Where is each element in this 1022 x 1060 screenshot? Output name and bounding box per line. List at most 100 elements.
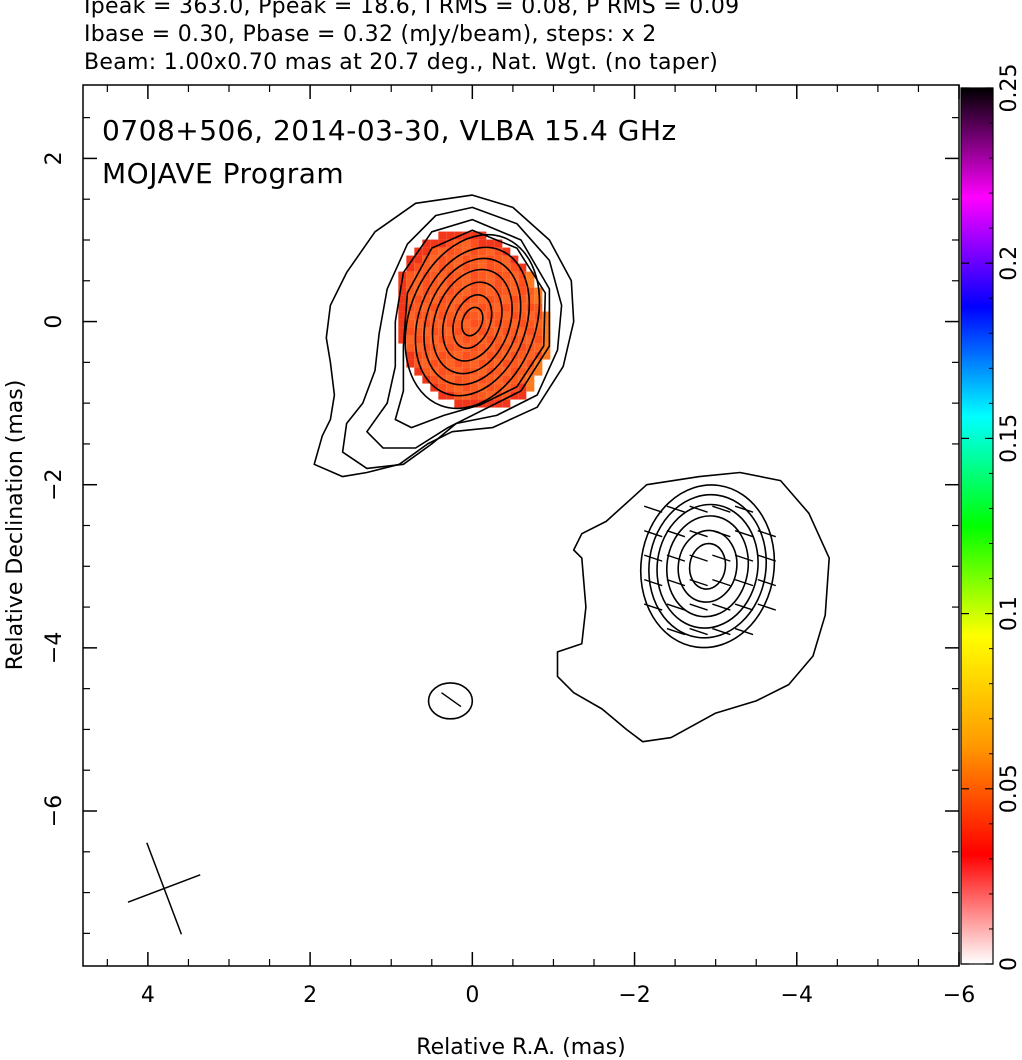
- polarization-pixel: [486, 239, 495, 248]
- evpa-vector: [734, 603, 754, 611]
- polarization-pixel: [470, 287, 479, 296]
- polarization-pixel: [446, 247, 455, 256]
- polarization-pixel: [454, 327, 463, 336]
- polarization-pixel: [430, 351, 439, 360]
- polarization-pixel: [478, 295, 487, 304]
- polarization-pixel: [486, 391, 495, 400]
- polarization-pixel: [406, 335, 415, 344]
- polarization-pixel: [510, 303, 519, 312]
- polarization-pixel: [454, 255, 463, 264]
- polarization-pixel: [414, 335, 423, 344]
- polarization-pixel: [406, 271, 415, 280]
- polarization-pixel: [518, 367, 527, 376]
- evpa-vector: [643, 554, 663, 562]
- polarization-pixel: [510, 295, 519, 304]
- polarization-pixel: [430, 271, 439, 280]
- core-outer-contour-2: [341, 206, 563, 470]
- polarization-pixel: [438, 311, 447, 320]
- beam-layer: [127, 842, 201, 935]
- polarization-pixel: [542, 343, 551, 352]
- polarization-pixel: [414, 327, 423, 336]
- polarization-pixel: [510, 391, 519, 400]
- polarization-pixel: [534, 343, 543, 352]
- polarization-pixel: [510, 287, 519, 296]
- polarization-pixel: [510, 375, 519, 384]
- polarization-pixel: [494, 287, 503, 296]
- polarization-pixel: [526, 271, 535, 280]
- polarization-pixel: [422, 279, 431, 288]
- polarization-pixel: [526, 367, 535, 376]
- polarization-pixel: [518, 343, 527, 352]
- core-contour: [423, 257, 522, 386]
- polarization-pixel: [478, 287, 487, 296]
- evpa-vector: [712, 505, 731, 513]
- polarization-pixel: [446, 319, 455, 328]
- polarization-pixel: [422, 319, 431, 328]
- polarization-pixel: [470, 399, 479, 408]
- polarization-pixel: [502, 383, 511, 392]
- polarization-pixel: [446, 335, 455, 344]
- polarization-pixel: [486, 343, 495, 352]
- colorbar-tick-label: 0.1: [997, 596, 1022, 631]
- evpa-vector: [689, 554, 708, 562]
- annotation-program: MOJAVE Program: [102, 157, 344, 190]
- polarization-pixel: [478, 255, 487, 264]
- polarization-pixel: [534, 295, 543, 304]
- polarization-pixel: [398, 319, 407, 328]
- polarization-pixel: [534, 303, 543, 312]
- polarization-pixel: [478, 367, 487, 376]
- evpa-vector: [666, 554, 686, 562]
- knot-outer-contour: [556, 471, 830, 743]
- polarization-pixel: [526, 279, 535, 288]
- polarization-pixel: [430, 335, 439, 344]
- polarization-pixel: [526, 335, 535, 344]
- polarization-pixel: [502, 303, 511, 312]
- polarization-pixel: [518, 271, 527, 280]
- polarization-pixel: [430, 247, 439, 256]
- polarization-pixel: [470, 359, 479, 368]
- knot-contour: [648, 493, 768, 639]
- polarization-pixel: [454, 399, 463, 408]
- polarization-pixel: [446, 383, 455, 392]
- polarization-pixel: [454, 335, 463, 344]
- polarization-pixel: [438, 303, 447, 312]
- y-tick-label: −2: [42, 468, 67, 500]
- axis-ticks: 4 2 0 −2 −4 −6 2 0 −2 −4 −6: [42, 85, 975, 1008]
- polarization-pixel: [534, 327, 543, 336]
- polarization-pixel: [502, 287, 511, 296]
- polarization-pixel: [446, 287, 455, 296]
- polarization-pixel: [398, 311, 407, 320]
- polarization-pixel: [406, 255, 415, 264]
- polarization-pixel: [462, 327, 471, 336]
- polarization-pixel: [438, 351, 447, 360]
- polarization-pixel: [510, 271, 519, 280]
- polarization-pixel: [494, 375, 503, 384]
- evpa-vector: [643, 529, 663, 538]
- header-line-1: Ipeak = 363.0, Ppeak = 18.6, I RMS = 0.0…: [84, 0, 740, 19]
- evpa-vector: [441, 692, 462, 708]
- polarization-pixel: [414, 287, 423, 296]
- polarization-pixel: [478, 375, 487, 384]
- polarization-pixel: [446, 367, 455, 376]
- polarization-pixel: [406, 263, 415, 272]
- polarization-pixel: [542, 351, 551, 360]
- polarization-pixel: [502, 255, 511, 264]
- evpa-vector: [712, 627, 731, 636]
- polarization-pixel: [430, 255, 439, 264]
- polarization-pixel: [406, 359, 415, 368]
- polarization-pixel: [446, 279, 455, 288]
- polarization-pixel: [526, 295, 535, 304]
- colorbar-tick-label: 0.05: [997, 764, 1022, 813]
- evpa-vector: [689, 529, 708, 538]
- polarization-pixel: [454, 303, 463, 312]
- polarization-pixel: [470, 295, 479, 304]
- polarization-pixel: [454, 311, 463, 320]
- polarization-pixel: [526, 303, 535, 312]
- evpa-vector: [757, 554, 776, 562]
- polarization-pixel: [438, 271, 447, 280]
- evpa-vector: [712, 578, 731, 587]
- polarization-pixel: [470, 351, 479, 360]
- polarization-pixel: [542, 327, 551, 336]
- core-outer-contour-4: [394, 229, 547, 429]
- polarization-pixel: [414, 263, 423, 272]
